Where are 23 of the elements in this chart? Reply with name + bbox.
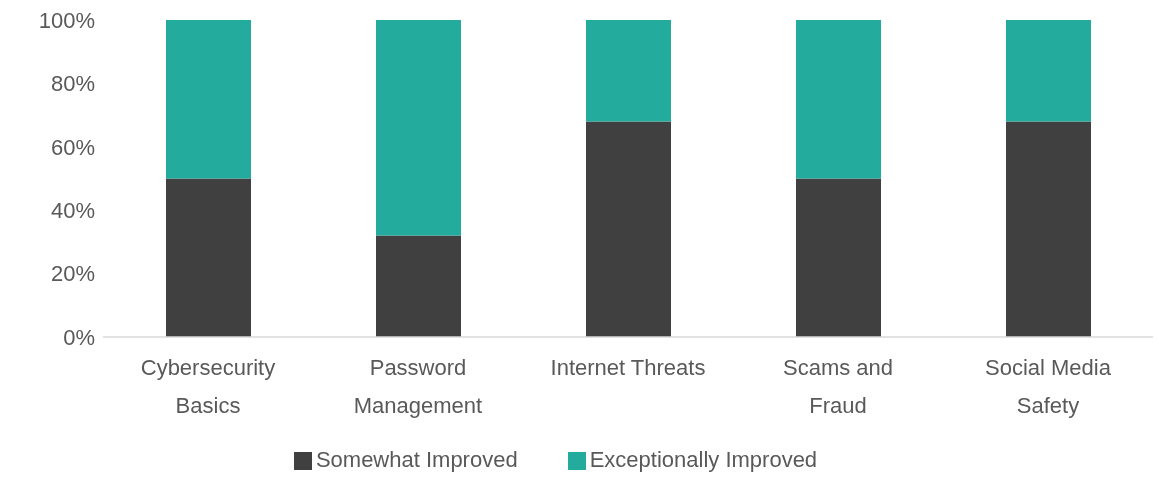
x-tick-label: Password Management: [353, 355, 483, 418]
bar: [166, 20, 251, 179]
y-tick-label: 0%: [63, 324, 95, 350]
y-tick-label: 80%: [50, 71, 95, 97]
y-tick-label: 40%: [50, 198, 95, 224]
legend-label: Somewhat Improved: [315, 447, 518, 472]
bar: [1006, 121, 1091, 337]
x-tick-label: Scams and Fraud: [782, 355, 894, 418]
bar: [376, 20, 461, 236]
x-tick-label: Cybersecurity Basics: [140, 355, 276, 418]
y-tick-label: 100%: [38, 7, 95, 33]
x-tick-label: Internet Threats: [550, 355, 706, 380]
bar: [1006, 20, 1091, 122]
y-tick-label: 20%: [50, 261, 95, 287]
y-tick-label: 60%: [50, 134, 95, 160]
x-tick-label: Social Media Safety: [985, 355, 1112, 418]
bar: [586, 20, 671, 122]
bar: [796, 178, 881, 337]
bar: [586, 121, 671, 337]
bar: [796, 20, 881, 179]
bar: [376, 235, 461, 337]
legend-label: Exceptionally Improved: [589, 447, 818, 472]
bar: [166, 178, 251, 337]
